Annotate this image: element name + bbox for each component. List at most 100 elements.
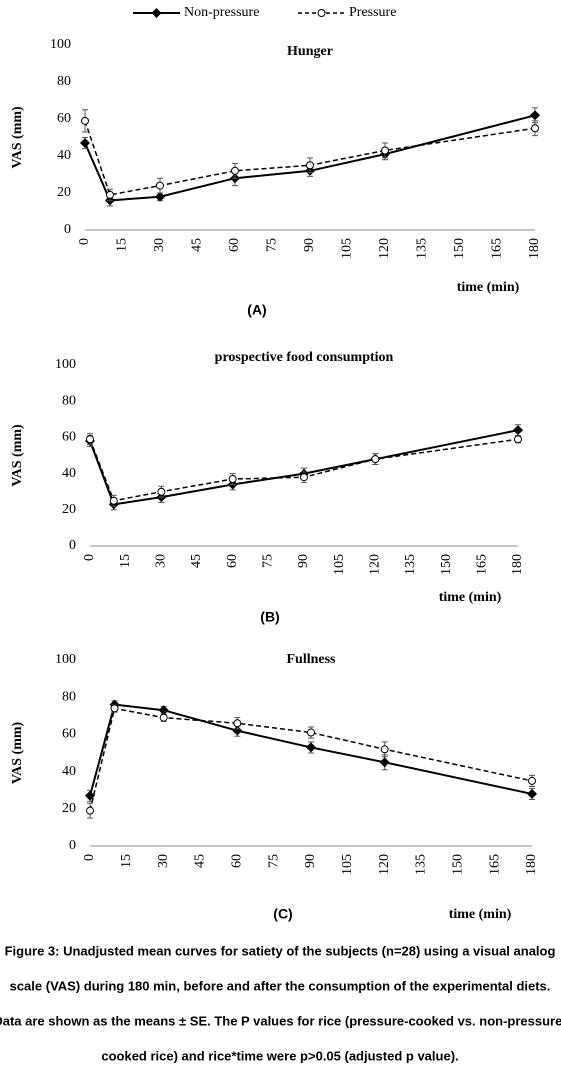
x-tick-label: 180 <box>510 554 525 575</box>
point <box>300 473 308 482</box>
y-tick-label: 80 <box>62 393 76 408</box>
x-tick-label: 90 <box>302 238 317 252</box>
y-tick-label: 0 <box>69 838 76 853</box>
y-axis-label: VAS (mm) <box>10 424 25 487</box>
x-tick-label: 45 <box>190 238 205 252</box>
point <box>157 487 166 496</box>
panel-label: (C) <box>273 906 292 922</box>
x-tick-label: 60 <box>225 554 240 568</box>
series-line <box>89 707 533 811</box>
x-tick-label: 60 <box>230 854 245 868</box>
x-tick-label: 60 <box>227 238 242 252</box>
x-tick-label: 45 <box>193 854 208 868</box>
point <box>109 496 118 505</box>
x-tick-label: 30 <box>156 854 171 868</box>
x-tick-label: 165 <box>490 238 505 259</box>
point <box>155 191 165 202</box>
y-tick-label: 20 <box>62 801 76 816</box>
x-tick-label: 135 <box>414 854 429 875</box>
point <box>527 788 537 799</box>
x-tick-label: 165 <box>475 554 490 575</box>
y-tick-label: 40 <box>62 466 76 481</box>
point <box>531 124 539 133</box>
x-tick-label: 165 <box>487 854 502 875</box>
x-tick-label: 135 <box>415 238 430 259</box>
x-tick-label: 105 <box>332 554 347 575</box>
y-tick-label: 40 <box>62 764 76 779</box>
x-tick-label: 120 <box>377 238 392 259</box>
point <box>156 181 164 190</box>
panel-label: (B) <box>260 609 279 625</box>
caption: Data are shown as the means ± SE. The P … <box>0 1013 561 1028</box>
chart-title: Hunger <box>287 44 333 59</box>
point <box>530 110 540 121</box>
y-tick-label: 100 <box>55 357 76 372</box>
point <box>106 190 114 199</box>
point <box>371 455 380 464</box>
x-tick-label: 15 <box>119 854 134 868</box>
point <box>307 728 315 737</box>
point <box>514 435 522 444</box>
point <box>86 435 94 444</box>
x-tick-label: 0 <box>82 854 97 861</box>
point <box>306 161 314 170</box>
x-tick-label: 90 <box>303 854 318 868</box>
legend-label: Pressure <box>349 5 396 20</box>
y-tick-label: 60 <box>62 430 76 445</box>
y-tick-label: 0 <box>64 222 71 237</box>
x-tick-label: 150 <box>439 554 454 575</box>
x-tick-label: 90 <box>296 554 311 568</box>
y-tick-label: 20 <box>57 185 71 200</box>
legend-marker <box>151 8 162 18</box>
point <box>86 806 94 815</box>
y-tick-label: 40 <box>57 148 71 163</box>
y-tick-label: 0 <box>69 538 76 553</box>
x-tick-label: 30 <box>154 554 169 568</box>
legend-marker <box>317 9 326 17</box>
point <box>159 713 168 722</box>
x-tick-label: 105 <box>340 854 355 875</box>
y-axis-label: VAS (mm) <box>10 721 25 784</box>
x-tick-label: 135 <box>403 554 418 575</box>
point <box>231 166 239 175</box>
x-tick-label: 105 <box>340 238 355 259</box>
x-axis-label: time (min) <box>439 590 502 605</box>
legend-label: Non-pressure <box>184 5 259 20</box>
x-tick-label: 75 <box>266 854 281 868</box>
x-axis-label: time (min) <box>457 280 520 295</box>
y-axis-label: VAS (mm) <box>10 106 25 169</box>
y-tick-label: 60 <box>57 111 71 126</box>
y-tick-label: 60 <box>62 727 76 742</box>
y-tick-label: 80 <box>57 74 71 89</box>
point <box>232 725 243 736</box>
caption: Figure 3: Unadjusted mean curves for sat… <box>5 943 556 958</box>
x-tick-label: 180 <box>527 238 542 259</box>
x-tick-label: 150 <box>451 854 466 875</box>
point <box>80 138 90 149</box>
x-tick-label: 30 <box>152 238 167 252</box>
x-tick-label: 45 <box>189 554 204 568</box>
chart-title: Fullness <box>286 652 336 667</box>
x-tick-label: 15 <box>115 238 130 252</box>
point <box>228 475 237 484</box>
point <box>158 705 169 716</box>
x-tick-label: 120 <box>377 854 392 875</box>
x-axis-label: time (min) <box>449 907 512 922</box>
y-tick-label: 100 <box>50 37 71 52</box>
point <box>306 742 316 753</box>
point <box>513 425 523 436</box>
point <box>380 745 389 754</box>
point <box>233 719 242 728</box>
chart-title: prospective food consumption <box>215 350 394 365</box>
caption: cooked rice) and rice*time were p>0.05 (… <box>101 1048 458 1063</box>
x-tick-label: 180 <box>524 854 539 875</box>
x-tick-label: 0 <box>82 554 97 561</box>
point <box>528 776 536 785</box>
caption: scale (VAS) during 180 min, before and a… <box>10 978 551 993</box>
y-tick-label: 20 <box>62 502 76 517</box>
y-tick-label: 100 <box>55 652 76 667</box>
y-tick-label: 80 <box>62 689 76 704</box>
panel-label: (A) <box>247 302 266 318</box>
